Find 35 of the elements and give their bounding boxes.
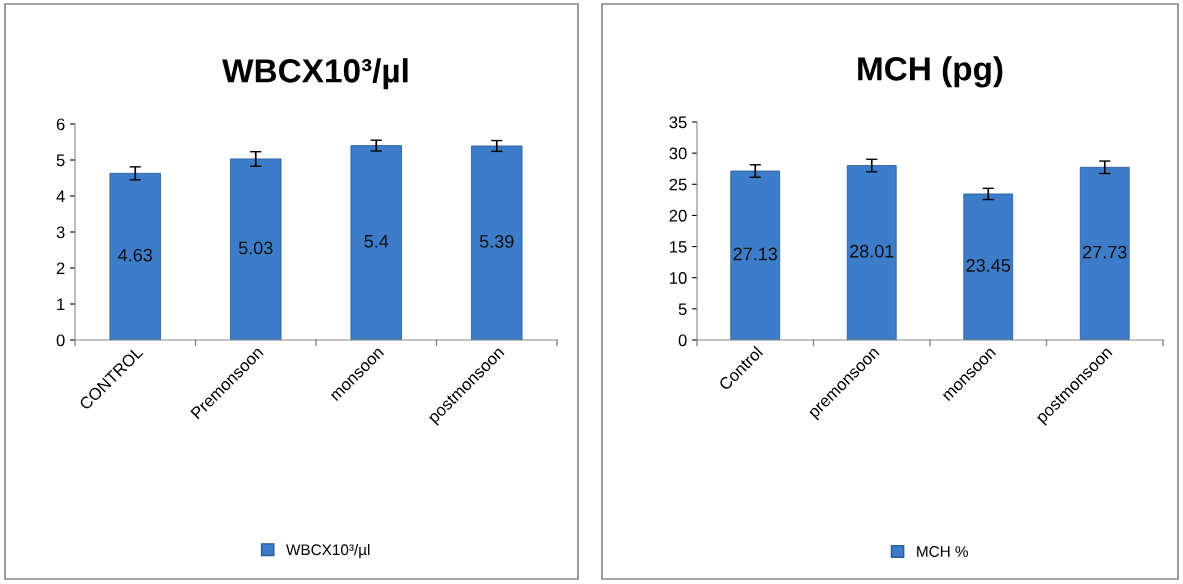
y-tick-label: 2 [56, 262, 65, 275]
data-label: 5.4 [364, 235, 389, 248]
y-tick-label: 10 [670, 272, 687, 284]
y-tick-label: 20 [669, 209, 687, 222]
data-label: 4.63 [118, 248, 153, 262]
y-tick-label: 35 [669, 116, 687, 129]
bar [350, 145, 402, 340]
y-tick-label: 3 [56, 226, 65, 239]
y-tick-label: 5 [678, 303, 687, 316]
y-tick-label: 4 [56, 190, 65, 203]
legend-label: WBCX10³/µl [286, 543, 370, 559]
y-tick-label: 6 [56, 118, 65, 131]
data-label: 27.73 [1083, 245, 1127, 259]
bar [963, 193, 1014, 340]
y-tick-label: 15 [670, 241, 687, 253]
y-tick-label: 1 [57, 298, 65, 311]
bar [846, 165, 897, 340]
bar [109, 172, 161, 340]
data-label: 23.45 [966, 259, 1011, 272]
data-label: 5.03 [238, 241, 273, 255]
y-tick-label: 0 [678, 334, 687, 347]
y-tick-label: 5 [56, 154, 65, 167]
y-tick-label: 30 [669, 147, 687, 160]
data-label: 27.13 [733, 247, 778, 261]
bar [471, 145, 523, 340]
chart-title: MCH (pg) [858, 56, 1003, 88]
bar [230, 158, 282, 340]
bar [1079, 166, 1130, 340]
legend-label: MCH % [917, 546, 968, 557]
data-label: 28.01 [850, 244, 894, 258]
y-tick-label: 0 [56, 334, 65, 347]
y-tick-label: 25 [669, 178, 687, 191]
data-label: 5.39 [479, 235, 514, 248]
bar [730, 170, 781, 340]
chart-title: WBCX10³/µl [222, 58, 408, 90]
